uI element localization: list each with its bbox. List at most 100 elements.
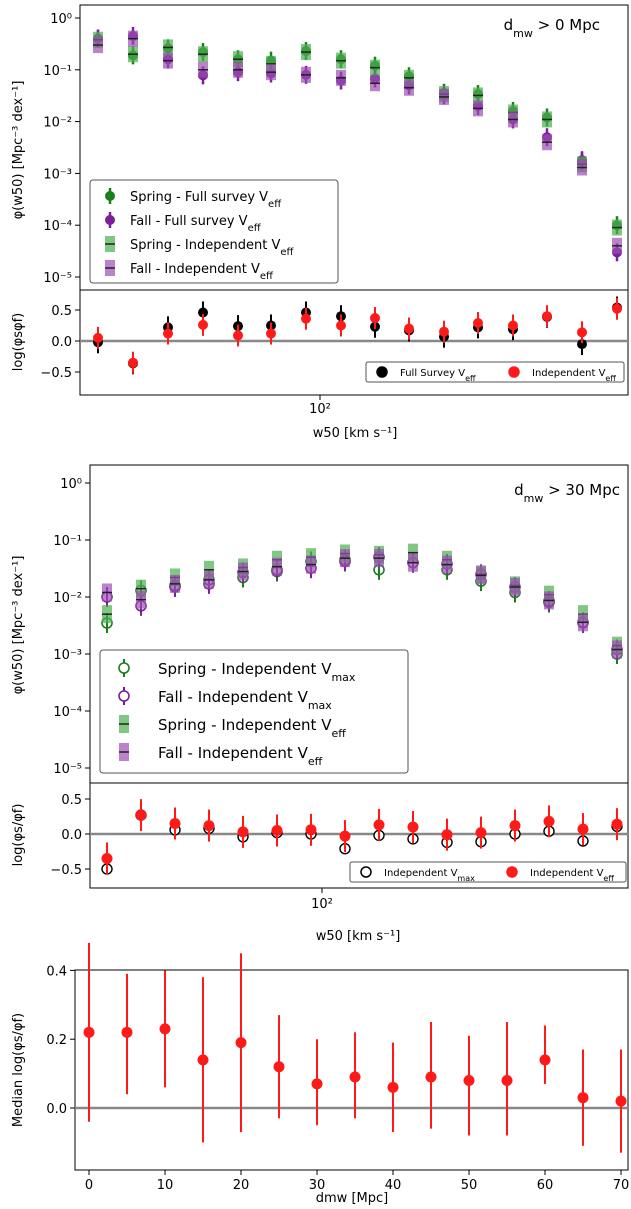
data-point xyxy=(235,1037,247,1049)
panel-2-points xyxy=(101,543,623,664)
legend-marker xyxy=(508,366,520,378)
data-point xyxy=(301,313,311,324)
x-tick-label: 40 xyxy=(385,1178,402,1193)
data-point xyxy=(407,821,419,833)
panel-1-ylabel: φ(w50) [Mpc⁻³ dex⁻¹] xyxy=(11,81,26,220)
data-point xyxy=(543,815,555,827)
legend-marker xyxy=(105,191,115,201)
y-tick-label: −0.5 xyxy=(50,863,82,878)
legend-label: Fall - Independent Veff xyxy=(130,262,274,282)
y-tick-label: 10⁰ xyxy=(60,477,82,492)
panel-1-ratio-points xyxy=(93,296,622,375)
y-tick-label: 10⁰ xyxy=(50,12,72,27)
data-point xyxy=(404,323,414,334)
y-tick-label: 10⁻⁵ xyxy=(53,762,82,777)
data-point xyxy=(615,1095,627,1107)
y-tick-label: 10⁻³ xyxy=(53,648,82,663)
legend-marker xyxy=(118,690,130,702)
legend-marker xyxy=(506,866,518,878)
data-point xyxy=(508,320,518,331)
legend-marker xyxy=(105,215,115,225)
panel-2-main: dmw > 30 Mpc φ(w50) [Mpc⁻³ dex⁻¹] 10⁰ 10⁻… xyxy=(11,464,629,784)
panel-2-ratio-legend: Independent Vmax Independent Veff xyxy=(349,861,627,883)
legend-label: Independent Veff xyxy=(532,368,616,383)
x-tick-label: 0 xyxy=(85,1178,93,1193)
legend-marker xyxy=(376,366,388,378)
x-tick-label: 70 xyxy=(613,1178,630,1193)
data-point xyxy=(373,819,385,831)
x-tick-label: 60 xyxy=(537,1178,554,1193)
data-point xyxy=(339,830,351,842)
x-tick-label: 20 xyxy=(233,1178,250,1193)
legend-box xyxy=(349,861,627,883)
panel-2-xtick-label: 10² xyxy=(311,897,333,912)
data-point xyxy=(577,823,589,835)
legend-label: Spring - Independent Veff xyxy=(158,716,346,740)
data-point xyxy=(305,824,317,836)
data-point xyxy=(311,1078,323,1090)
data-point xyxy=(612,303,622,314)
x-tick-label: 10 xyxy=(157,1178,174,1193)
data-point xyxy=(101,853,113,864)
panel-1-ratio-legend: Full Survey Veff Independent Veff xyxy=(365,361,625,383)
x-tick-label: 30 xyxy=(309,1178,326,1193)
legend-marker xyxy=(118,662,130,674)
data-point xyxy=(509,820,521,832)
panel-1-points xyxy=(93,26,622,262)
y-tick-label: 0.0 xyxy=(51,335,72,350)
legend-label: Spring - Full survey Veff xyxy=(130,190,282,210)
data-point xyxy=(387,1081,399,1093)
y-tick-label: 10⁻² xyxy=(53,591,82,606)
legend-box xyxy=(365,361,625,383)
data-point xyxy=(198,319,208,330)
data-point xyxy=(542,311,552,322)
data-point xyxy=(473,318,483,329)
y-tick-label: −0.5 xyxy=(40,366,72,381)
legend-label: Fall - Independent Vmax xyxy=(158,688,332,712)
legend-marker xyxy=(360,866,372,878)
panel-2-y-ticks: 10⁰ 10⁻¹ 10⁻² 10⁻³ 10⁻⁴ 10⁻⁵ xyxy=(53,477,90,777)
data-point xyxy=(441,829,453,841)
data-point xyxy=(273,1061,285,1073)
data-point xyxy=(439,326,449,337)
panel-1-legend: Spring - Full survey Veff Fall - Full sur… xyxy=(89,179,339,284)
panel-2-ratio: log(φs/φf) 0.50.0−0.5 Independent Vmax In… xyxy=(11,782,629,944)
legend-box xyxy=(89,179,339,284)
panel-2-ylabel: φ(w50) [Mpc⁻³ dex⁻¹] xyxy=(11,556,26,695)
data-point xyxy=(577,327,587,338)
data-point xyxy=(577,1092,589,1104)
y-tick-label: 10⁻⁴ xyxy=(43,219,72,234)
data-point xyxy=(349,1071,361,1083)
y-tick-label: 10⁻⁵ xyxy=(43,271,72,286)
data-point xyxy=(93,332,103,343)
data-point xyxy=(135,809,147,821)
panel-2-xlabel: w50 [km s⁻¹] xyxy=(316,929,401,944)
panel-3-x-ticks: 0 10 20 30 40 50 60 70 xyxy=(85,1170,629,1193)
x-tick-label: 50 xyxy=(461,1178,478,1193)
legend-label: Fall - Independent Veff xyxy=(158,744,323,768)
panel-2-ratio-y-ticks: 0.5 0.0 −0.5 xyxy=(50,793,90,878)
data-point xyxy=(266,328,276,339)
panel-1-ratio: log(φsφf) 0.5 0.0 −0.5 Full Survey Veff Ind… xyxy=(11,289,629,441)
data-point xyxy=(425,1071,437,1083)
legend-label: Full Survey Veff xyxy=(400,368,476,383)
panel-2-ratio-points xyxy=(101,799,623,875)
y-tick-label: 0.0 xyxy=(46,1102,67,1117)
legend-label: Fall - Full survey Veff xyxy=(130,214,262,234)
data-point xyxy=(169,818,181,829)
data-point xyxy=(233,330,243,341)
y-tick-label: 0.5 xyxy=(51,304,72,319)
data-point xyxy=(121,1026,133,1038)
data-point xyxy=(159,1023,171,1035)
panel-3-points xyxy=(83,942,627,1153)
data-point xyxy=(577,339,587,350)
legend-box xyxy=(99,649,409,774)
data-point xyxy=(475,827,487,839)
panel-1-xlabel: w50 [km s⁻¹] xyxy=(313,426,398,441)
panel-1-xtick-label: 10² xyxy=(309,402,331,417)
data-point xyxy=(501,1074,513,1086)
data-point xyxy=(128,357,138,368)
legend-label: Independent Veff xyxy=(530,868,614,883)
y-tick-label: 0.2 xyxy=(46,1033,67,1048)
panel-3-ylabel: Median log(φs/φf) xyxy=(11,1013,26,1127)
